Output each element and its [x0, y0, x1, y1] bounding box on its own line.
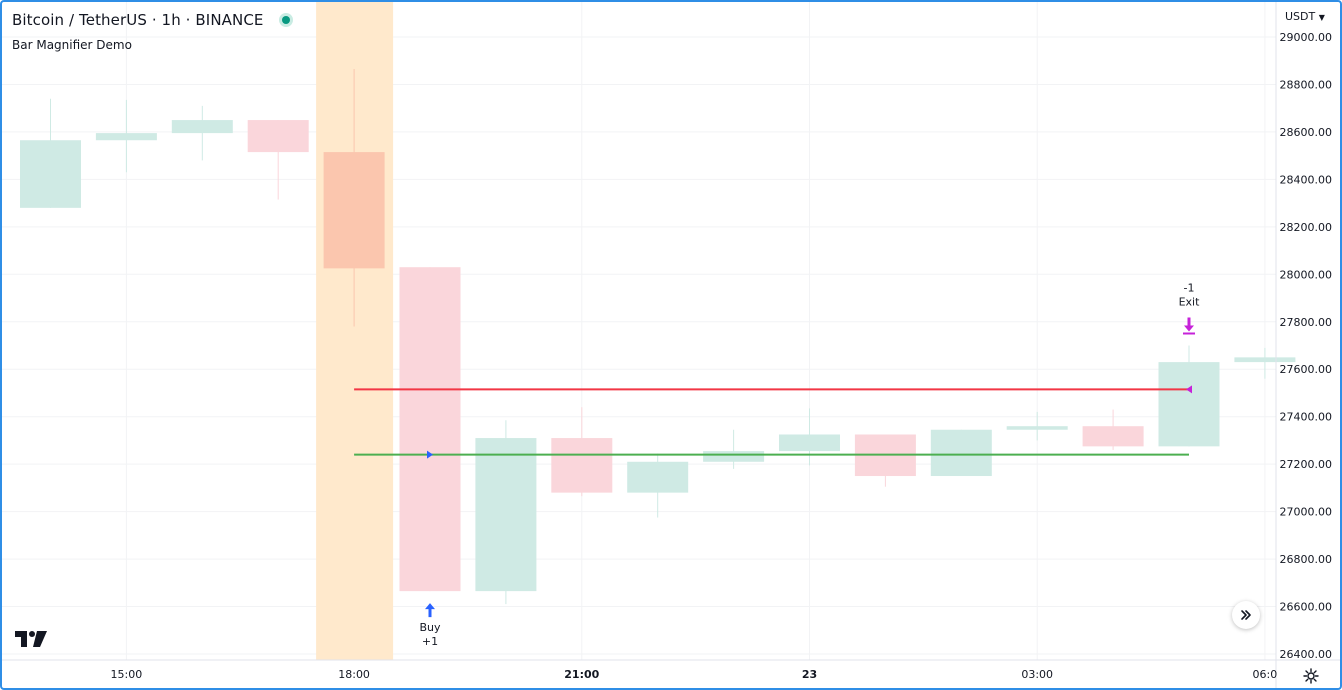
buy-qty-label: +1 [422, 635, 438, 648]
buy-label: Buy [419, 621, 441, 634]
double-chevron-right-icon [1241, 610, 1251, 620]
scroll-to-realtime-button[interactable] [1232, 601, 1260, 629]
candle-body[interactable] [475, 438, 537, 592]
x-tick-label: 21:00 [564, 668, 599, 681]
y-tick-label: 27600.00 [1280, 363, 1333, 376]
y-tick-label: 28800.00 [1280, 78, 1333, 91]
y-tick-label: 27200.00 [1280, 458, 1333, 471]
y-tick-label: 26800.00 [1280, 553, 1333, 566]
chevron-down-icon: ▼ [1318, 13, 1325, 22]
candle-body[interactable] [171, 120, 233, 134]
entry-triangle-icon [427, 450, 433, 459]
y-tick-label: 28400.00 [1280, 173, 1333, 186]
x-tick-label: 06:0 [1253, 668, 1278, 681]
x-tick-label: 15:00 [111, 668, 143, 681]
x-tick-label: 18:00 [338, 668, 370, 681]
tradingview-logo-icon [15, 631, 47, 647]
candle-body[interactable] [20, 140, 81, 208]
symbol-title[interactable]: Bitcoin / TetherUS · 1h · BINANCE [12, 11, 264, 29]
y-tick-label: 28600.00 [1280, 126, 1333, 139]
candle-body[interactable] [703, 451, 765, 462]
candle-body[interactable] [627, 461, 689, 493]
exit-qty-label: -1 [1184, 282, 1195, 295]
currency-selector[interactable]: USDT ▼ [1285, 10, 1325, 23]
exit-triangle-icon [1186, 385, 1192, 394]
currency-label: USDT [1285, 10, 1316, 23]
y-tick-label: 28200.00 [1280, 221, 1333, 234]
y-tick-label: 27800.00 [1280, 316, 1333, 329]
settings-gear-icon[interactable] [1303, 668, 1319, 684]
candle-body[interactable] [930, 429, 992, 477]
candle-body[interactable] [1234, 357, 1296, 363]
candle-body[interactable] [779, 434, 840, 452]
chart-header: Bitcoin / TetherUS · 1h · BINANCE [12, 11, 294, 29]
market-open-status-icon [279, 13, 294, 27]
candle-body[interactable] [323, 152, 385, 269]
candle-body[interactable] [247, 120, 309, 153]
candle-body[interactable] [1082, 426, 1144, 447]
candle-body[interactable] [551, 438, 613, 493]
y-tick-label: 26600.00 [1280, 601, 1333, 614]
exit-label: Exit [1179, 296, 1201, 309]
y-tick-label: 28000.00 [1280, 268, 1333, 281]
y-tick-label: 26400.00 [1280, 648, 1333, 661]
indicator-name[interactable]: Bar Magnifier Demo [12, 38, 132, 52]
candle-body[interactable] [1006, 426, 1068, 430]
y-tick-label: 27400.00 [1280, 411, 1333, 424]
candle-body[interactable] [1158, 362, 1220, 447]
buy-arrow-icon [425, 603, 435, 618]
y-tick-label: 27000.00 [1280, 506, 1333, 519]
x-tick-label: 23 [802, 668, 817, 681]
candle-body[interactable] [95, 133, 157, 141]
sell-arrow-icon [1184, 317, 1194, 332]
y-tick-label: 29000.00 [1280, 31, 1333, 44]
x-tick-label: 03:00 [1021, 668, 1053, 681]
candle-body[interactable] [399, 267, 461, 592]
